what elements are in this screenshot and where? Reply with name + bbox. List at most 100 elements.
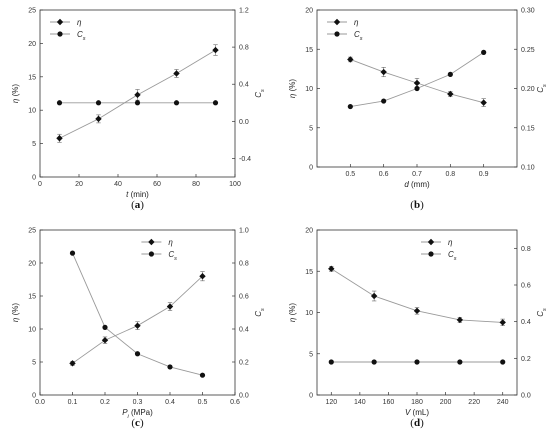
data-point (95, 115, 102, 123)
y-left-tick-label: 10 (305, 310, 313, 317)
data-point (199, 372, 206, 378)
series-line (72, 252, 203, 376)
x-tick-label: 0.6 (379, 171, 389, 178)
legend-label: η (77, 18, 82, 27)
data-point (134, 351, 141, 357)
x-axis-title: t (min) (126, 190, 149, 199)
data-point (447, 90, 454, 98)
data-point (173, 70, 180, 77)
x-tick-label: 200 (440, 399, 452, 406)
legend-label: η (354, 18, 359, 27)
x-tick-label: 0.4 (165, 399, 175, 406)
legend: η Cs (421, 238, 457, 262)
data-point (134, 322, 141, 329)
data-point (101, 337, 109, 344)
data-point (347, 103, 353, 110)
legend-label: η (448, 238, 453, 247)
y-right-tick-label: 0.4 (239, 327, 249, 334)
y-right-tick-label: 0.25 (521, 47, 535, 54)
x-tick-label: 140 (354, 399, 366, 406)
y-right-tick-label: 0.20 (521, 86, 535, 93)
data-point (413, 307, 421, 315)
data-point (414, 359, 420, 365)
data-point (56, 135, 63, 142)
legend-label: Cs (168, 250, 177, 262)
x-tick-label: 0 (38, 181, 42, 188)
legend-marker (56, 18, 64, 26)
y-left-tick-label: 20 (28, 41, 36, 48)
data-point (134, 91, 141, 99)
y-right-tick-label: 0.0 (239, 393, 249, 400)
y-right-tick-label: 0.6 (521, 283, 531, 290)
plot-frame (39, 229, 236, 396)
y-right-tick-label: 0.4 (239, 82, 249, 89)
x-tick-label: 0.0 (35, 399, 45, 406)
y-right-tick-label: 0.2 (521, 356, 531, 363)
chart-panel-3: 0.0 0.1 0.2 0.3 0.4 0.5 0.6 0 5 10 15 20 25 0.0 0.2 0.4… (11, 228, 266, 430)
y-left-axis-title: η (%) (11, 84, 20, 103)
y-left-tick-label: 5 (32, 360, 36, 367)
legend: η Cs (141, 238, 177, 262)
y-right-tick-label: -0.4 (239, 156, 251, 163)
y-right-tick-label: 0.8 (521, 246, 531, 253)
legend: η Cs (327, 18, 363, 42)
legend-label: Cs (77, 30, 86, 42)
legend-marker (57, 31, 63, 37)
y-right-axis-title: Cs (254, 89, 266, 98)
y-left-tick-label: 15 (28, 294, 36, 301)
x-tick-label: 180 (411, 399, 423, 406)
data-point (95, 100, 102, 106)
panel-label: (b) (410, 199, 424, 211)
y-left-tick-label: 0 (32, 175, 36, 182)
y-left-tick-label: 20 (28, 261, 36, 268)
y-right-tick-label: 0.6 (239, 294, 249, 301)
legend-label: Cs (448, 250, 457, 262)
data-point (500, 359, 506, 365)
y-right-tick-label: 0.4 (521, 319, 531, 326)
x-tick-label: 220 (468, 399, 480, 406)
x-tick-label: 0.1 (68, 399, 78, 406)
y-right-tick-label: 0.8 (239, 261, 249, 268)
y-right-axis-title: Cs (254, 308, 266, 317)
data-point (69, 250, 76, 256)
y-left-tick-label: 5 (32, 141, 36, 148)
y-left-tick-label: 25 (28, 228, 36, 235)
data-point (457, 359, 463, 365)
y-right-tick-label: 0.10 (521, 165, 535, 172)
y-left-tick-label: 10 (28, 108, 36, 115)
data-point (481, 49, 487, 55)
y-left-tick-label: 10 (305, 86, 313, 93)
data-point (456, 316, 464, 324)
y-left-tick-label: 0 (32, 393, 36, 400)
data-point (380, 68, 387, 76)
data-point (347, 56, 354, 63)
x-tick-label: 0.5 (345, 171, 355, 178)
y-left-tick-label: 0 (309, 393, 313, 400)
x-axis-title: V (mL) (405, 408, 429, 417)
data-point (212, 46, 219, 54)
x-tick-label: 0.8 (445, 171, 455, 178)
legend: η Cs (50, 18, 86, 42)
y-right-tick-label: 0.2 (239, 360, 249, 367)
data-point (328, 359, 334, 365)
y-left-tick-label: 15 (305, 47, 313, 54)
y-left-axis-title: η (%) (288, 303, 297, 322)
legend-label: η (168, 238, 173, 247)
panel-label: (a) (131, 199, 144, 211)
y-left-tick-label: 10 (28, 327, 36, 334)
x-tick-label: 40 (114, 181, 122, 188)
data-point (69, 360, 76, 367)
x-tick-label: 0.9 (479, 171, 489, 178)
chart-panel-2: 0.5 0.6 0.7 0.8 0.9 0 5 10 15 20 0.10 0.15 0.20 0.25 0… (288, 8, 548, 212)
y-right-tick-label: 1.2 (239, 8, 249, 15)
y-right-tick-label: 0.15 (521, 125, 535, 132)
data-point (102, 324, 108, 330)
x-tick-label: 0.3 (133, 399, 143, 406)
x-tick-label: 0.7 (412, 171, 422, 178)
data-point (499, 319, 506, 326)
x-tick-label: 160 (383, 399, 395, 406)
y-right-tick-label: 0.8 (239, 45, 249, 52)
data-point (447, 71, 453, 77)
data-point (413, 79, 421, 87)
